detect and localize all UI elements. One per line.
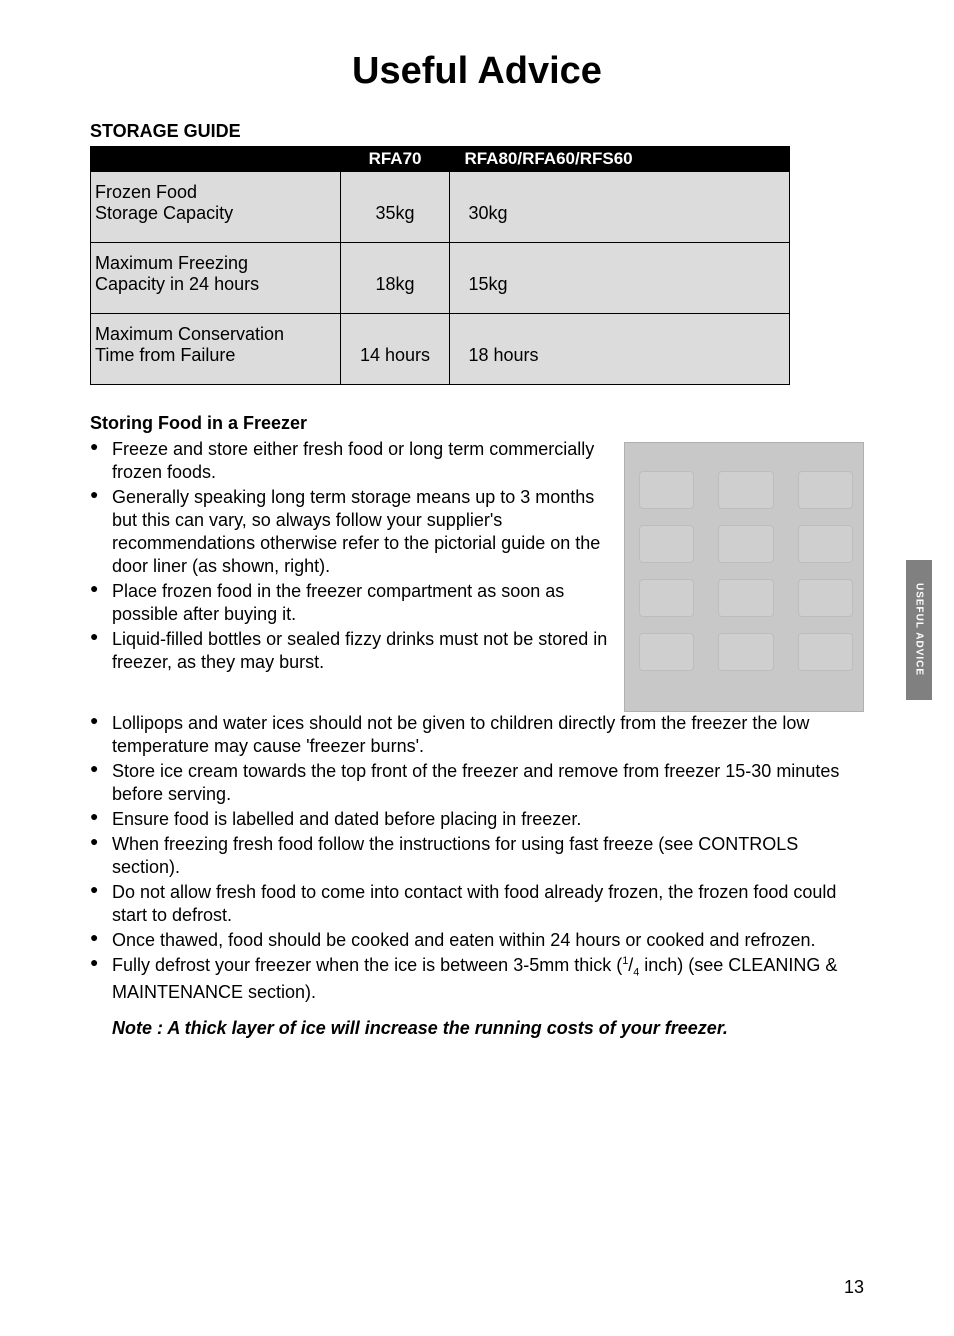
table-header-row: RFA70 RFA80/RFA60/RFS60 [91,147,790,172]
list-item: Place frozen food in the freezer compart… [112,580,612,626]
bullet-list-bottom: Lollipops and water ices should not be g… [90,712,864,1004]
table-row: Maximum Freezing Capacity in 24 hours 18… [91,243,790,314]
door-liner-image [624,442,864,712]
list-item: When freezing fresh food follow the inst… [112,833,864,879]
cell-value: 14 hours [340,314,450,385]
cell-value: 18kg [340,243,450,314]
list-item: Fully defrost your freezer when the ice … [112,954,864,1003]
side-tab-label: USEFUL ADVICE [914,583,925,676]
col-header-rfa80: RFA80/RFA60/RFS60 [450,147,790,172]
row-label: Maximum Freezing Capacity in 24 hours [91,243,341,314]
cell-value: 15kg [450,243,790,314]
list-item: Do not allow fresh food to come into con… [112,881,864,927]
row-label: Maximum Conservation Time from Failure [91,314,341,385]
bullet-list-top: Freeze and store either fresh food or lo… [90,438,612,674]
storing-heading: Storing Food in a Freezer [90,413,864,434]
cell-value: 30kg [450,172,790,243]
note-text: Note : A thick layer of ice will increas… [90,1018,864,1039]
list-item: Freeze and store either fresh food or lo… [112,438,612,484]
table-row: Frozen Food Storage Capacity 35kg 30kg [91,172,790,243]
list-item: Store ice cream towards the top front of… [112,760,864,806]
page-number: 13 [844,1277,864,1298]
list-item: Ensure food is labelled and dated before… [112,808,864,831]
table-row: Maximum Conservation Time from Failure 1… [91,314,790,385]
col-header-rfa70: RFA70 [340,147,450,172]
page-title: Useful Advice [90,50,864,93]
storage-guide-table: RFA70 RFA80/RFA60/RFS60 Frozen Food Stor… [90,146,790,385]
row-label: Frozen Food Storage Capacity [91,172,341,243]
col-header-empty [91,147,341,172]
list-item: Once thawed, food should be cooked and e… [112,929,864,952]
storage-guide-heading: STORAGE GUIDE [90,121,864,142]
side-tab: USEFUL ADVICE [906,560,932,700]
list-item: Liquid-filled bottles or sealed fizzy dr… [112,628,612,674]
list-item: Generally speaking long term storage mea… [112,486,612,578]
cell-value: 35kg [340,172,450,243]
list-item: Lollipops and water ices should not be g… [112,712,864,758]
cell-value: 18 hours [450,314,790,385]
